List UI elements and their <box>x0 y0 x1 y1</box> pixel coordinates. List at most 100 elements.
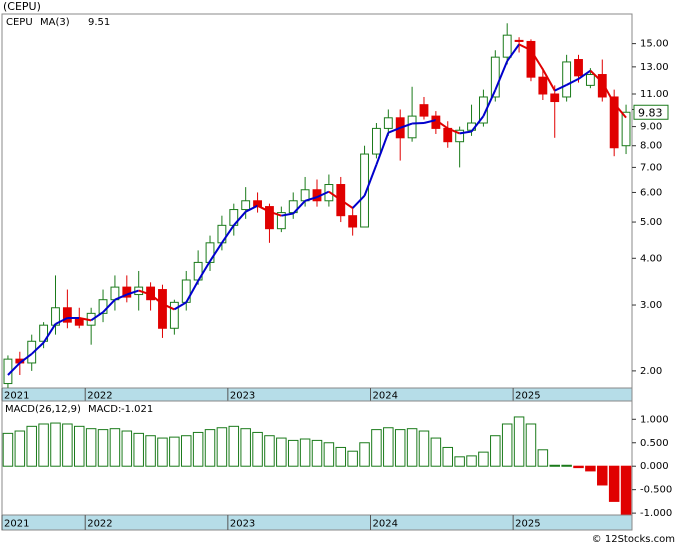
ma-line <box>494 60 509 91</box>
macd-bar <box>133 432 144 467</box>
macd-bar <box>537 449 549 467</box>
candle-body <box>490 56 500 98</box>
x-tick-label: 2023 <box>230 519 255 530</box>
ma-line <box>185 280 200 303</box>
y-tick-label: 7.00 <box>640 162 662 173</box>
ma-line <box>399 122 413 129</box>
macd-bar <box>169 436 180 467</box>
ma-line <box>447 127 461 135</box>
macd-bar <box>287 439 299 467</box>
y-tick-label: -0.500 <box>640 485 672 496</box>
ma-line <box>233 211 247 226</box>
ma-line <box>351 195 366 209</box>
macd-bar <box>359 442 370 467</box>
macd-bar <box>371 429 382 467</box>
candle-body <box>574 59 583 77</box>
macd-bar <box>501 423 513 467</box>
x-tick-label: 2021 <box>4 391 29 402</box>
candle-body <box>514 39 524 42</box>
macd-bar <box>347 450 358 467</box>
macd-bar <box>454 456 465 467</box>
ma-line <box>281 212 294 217</box>
candle-body <box>478 96 488 124</box>
y-tick-label: 2.00 <box>640 366 662 377</box>
macd-bar <box>418 430 430 467</box>
y-tick-label: 15.00 <box>640 39 669 50</box>
ma-line <box>31 341 45 355</box>
ma-line <box>577 69 591 80</box>
y-tick-label: 8.00 <box>640 141 662 152</box>
last-price: 9.83 <box>638 106 663 119</box>
ma-line <box>412 122 425 125</box>
ma-line <box>375 132 390 165</box>
candle-body <box>360 153 369 228</box>
y-tick-label: 5.00 <box>640 217 662 228</box>
ma-line <box>257 204 270 213</box>
ma-line <box>114 293 128 301</box>
ma-line <box>102 299 116 313</box>
legend-name: CEPU <box>6 17 33 28</box>
macd-bar <box>549 464 560 467</box>
ma-line <box>435 119 449 130</box>
macd-bar <box>74 425 85 467</box>
macd-bar <box>490 435 501 467</box>
macd-bar <box>145 435 156 467</box>
y-tick-label: 1.000 <box>640 414 669 425</box>
macd-bar <box>323 442 335 467</box>
macd-bar <box>109 428 121 467</box>
ma-line <box>292 200 306 215</box>
candle-body <box>27 340 37 364</box>
ma-line <box>269 210 282 217</box>
ma-line <box>197 260 211 282</box>
ma-line <box>90 311 104 322</box>
macd-bar <box>204 429 216 467</box>
candle-body <box>585 74 595 86</box>
macd-bar <box>276 437 287 467</box>
macd-name: MACD: <box>88 404 121 415</box>
candle-body <box>538 76 548 95</box>
ma-line <box>138 289 151 296</box>
macd-bar <box>38 423 49 467</box>
candle-body <box>348 215 358 228</box>
ma-line <box>245 204 259 213</box>
macd-bar <box>252 431 263 467</box>
macd-bar <box>228 425 240 467</box>
ma-line <box>79 317 92 322</box>
ma-line <box>173 301 187 311</box>
ma-line <box>589 69 603 83</box>
macd-bar <box>62 423 73 467</box>
macd-bar <box>406 428 418 467</box>
macd-bar <box>335 446 347 467</box>
y-tick-label: 0.500 <box>640 438 669 449</box>
macd-bar <box>157 437 168 467</box>
ma-line <box>304 196 318 202</box>
macd-bar <box>585 465 596 472</box>
ma-line <box>459 130 472 135</box>
x-tick-label: 2024 <box>372 519 397 530</box>
y-tick-label: 13.00 <box>640 62 669 73</box>
macd-bar <box>383 427 394 467</box>
macd-bar <box>478 451 489 467</box>
ma-line <box>149 293 164 305</box>
ma-line <box>566 78 579 86</box>
macd-bar <box>180 435 192 467</box>
macd-bar <box>240 428 251 467</box>
macd-bar <box>121 430 133 467</box>
ma-line <box>613 102 627 119</box>
candle-body <box>158 289 167 329</box>
macd-bar <box>430 437 442 467</box>
ma-line <box>423 119 437 124</box>
y-tick-label: 9.00 <box>640 122 662 133</box>
y-tick-label: 6.00 <box>640 187 662 198</box>
macd-bar <box>620 465 632 515</box>
macd-bar <box>97 429 109 467</box>
candle-body <box>62 307 72 323</box>
macd-bar <box>608 465 620 502</box>
macd-value: -1.021 <box>121 404 153 415</box>
ma-line <box>530 49 544 70</box>
ma-line <box>541 68 556 92</box>
macd-bar <box>14 430 26 467</box>
candle-body <box>562 61 572 98</box>
legend-ma-value: 9.51 <box>88 17 110 28</box>
macd-bar <box>525 423 537 467</box>
